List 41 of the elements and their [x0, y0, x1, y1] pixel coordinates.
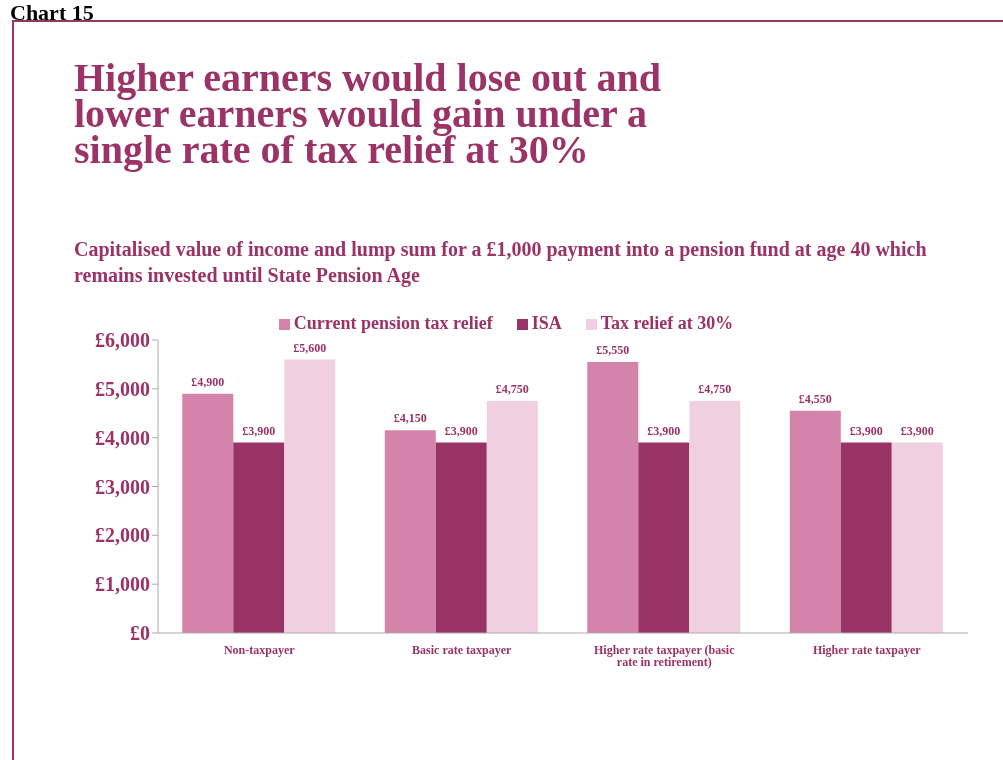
x-tick-label: Higher rate taxpayer: [812, 642, 922, 657]
bar: [587, 361, 639, 633]
y-tick-label: £1,000: [95, 573, 150, 596]
legend-label: Tax relief at 30%: [600, 313, 734, 333]
y-tick-label: £2,000: [95, 524, 150, 547]
y-tick-label: £0: [130, 622, 150, 645]
data-label: £3,900: [849, 423, 883, 438]
bar: [840, 442, 892, 633]
y-tick-label: £3,000: [95, 475, 150, 498]
bar: [182, 393, 234, 633]
data-label: £3,900: [900, 423, 934, 438]
x-tick-label: Non-taxpayer: [223, 642, 296, 657]
caption: Chart 15: [10, 0, 94, 26]
data-label: £4,150: [393, 411, 427, 426]
data-label: £5,600: [293, 340, 327, 355]
legend-label: Current pension tax relief: [293, 313, 493, 333]
chart-subtitle: Capitalised value of income and lump sum for a £1,000 payment into a pension fund at age 40 which remains invested until State Pension Age: [74, 237, 928, 288]
data-label: £4,550: [798, 391, 832, 406]
data-label: £4,750: [495, 382, 529, 397]
legend-label: ISA: [531, 313, 562, 333]
bar: [789, 410, 841, 633]
bar: [435, 442, 487, 633]
y-tick-label: £5,000: [95, 377, 150, 400]
data-label: £4,750: [698, 382, 732, 397]
y-tick-label: £6,000: [95, 329, 150, 352]
bar: [891, 442, 943, 633]
data-label: £3,900: [242, 423, 276, 438]
data-label: £3,900: [647, 423, 681, 438]
bar: [384, 430, 436, 633]
bar: [284, 359, 336, 633]
bar: [486, 401, 538, 633]
x-tick-label: Higher rate taxpayer (basic rate in retirement): [593, 642, 736, 669]
bar: [689, 401, 741, 633]
y-tick-label: £4,000: [95, 426, 150, 449]
bar: [638, 442, 690, 633]
data-label: £3,900: [444, 423, 478, 438]
data-label: £4,900: [191, 374, 225, 389]
bar: [233, 442, 285, 633]
chart-title: Higher earners would lose out and lower earners would gain under a single rate of tax relief at 30%: [74, 55, 663, 172]
x-tick-label: Basic rate taxpayer: [412, 642, 513, 657]
data-label: £5,550: [596, 342, 630, 357]
